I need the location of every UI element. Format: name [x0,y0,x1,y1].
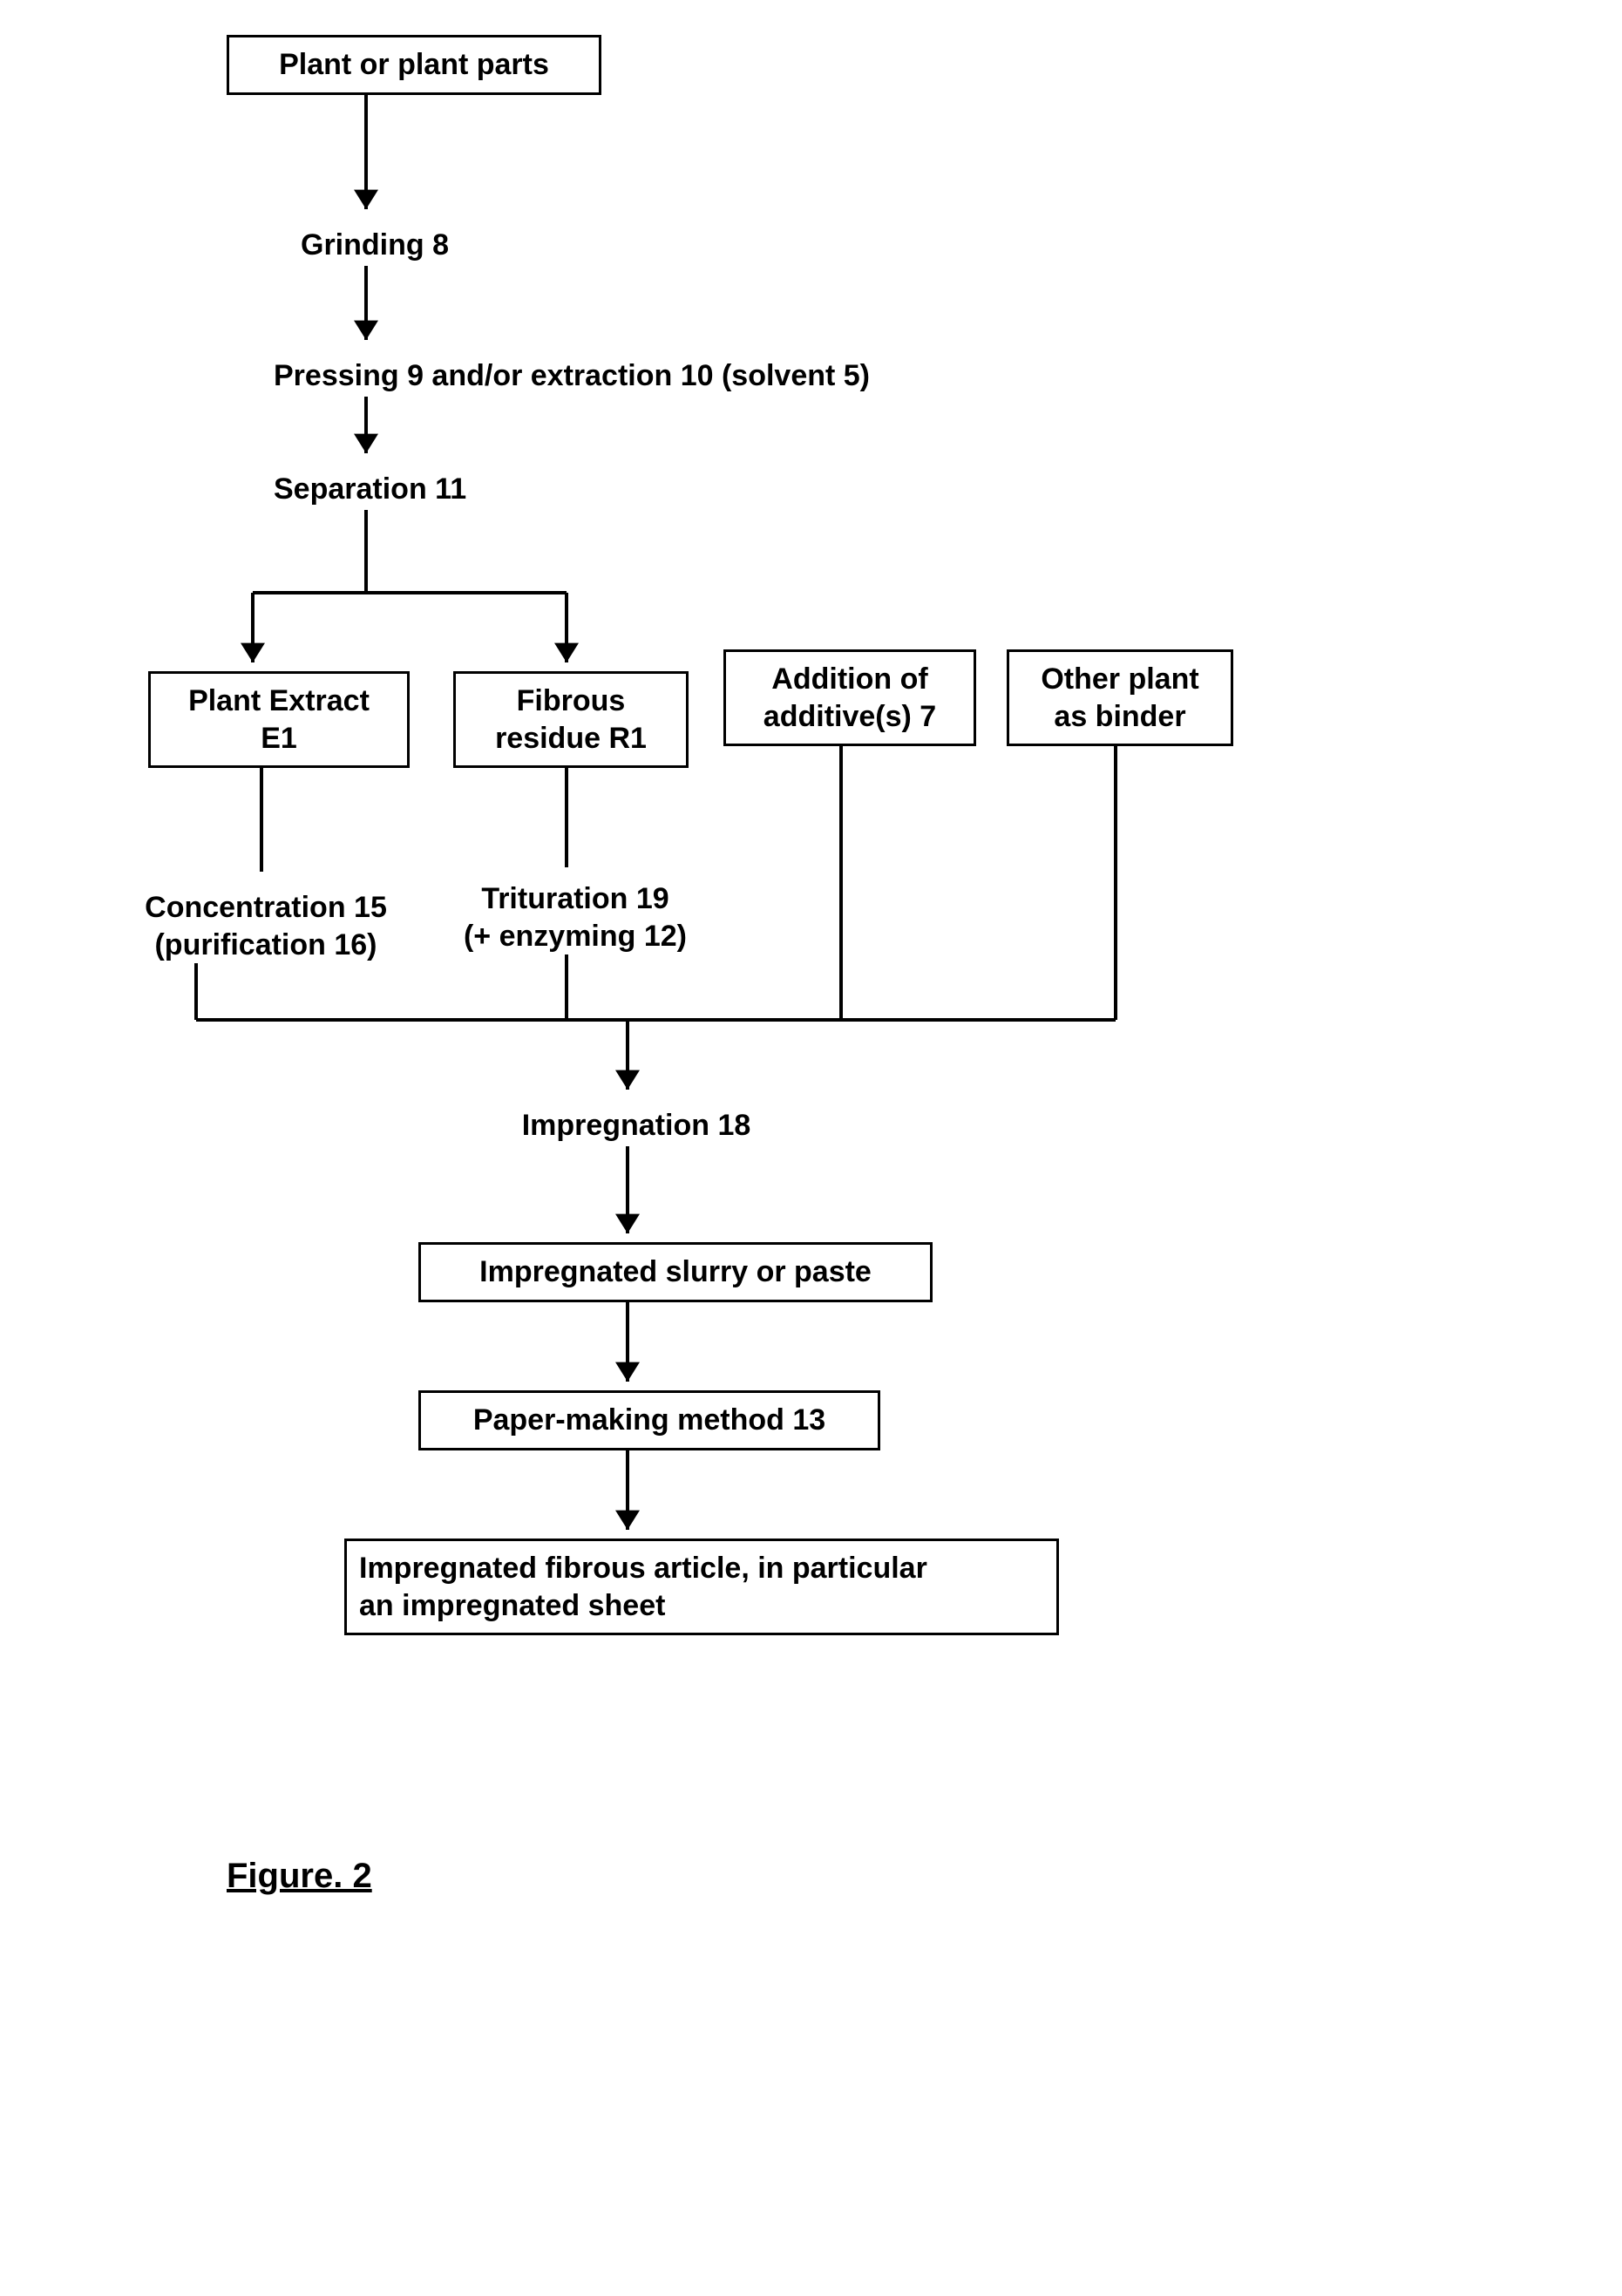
node-residue: Fibrous residue R1 [453,671,689,768]
node-binder: Other plant as binder [1007,649,1233,746]
node-slurry: Impregnated slurry or paste [418,1242,933,1302]
node-separation: Separation 11 [261,462,540,517]
node-additives: Addition of additive(s) 7 [723,649,976,746]
node-final: Impregnated fibrous article, in particul… [344,1539,1059,1635]
figure-caption: Figure. 2 [227,1857,372,1896]
node-trituration: Trituration 19 (+ enzyming 12) [418,872,732,963]
node-extract: Plant Extract E1 [148,671,410,768]
node-pressing: Pressing 9 and/or extraction 10 (solvent… [261,349,985,404]
node-grinding: Grinding 8 [261,218,488,273]
node-papermethod: Paper-making method 13 [418,1390,880,1450]
node-start: Plant or plant parts [227,35,601,95]
node-concentration: Concentration 15 (purification 16) [92,880,440,972]
node-impregnation: Impregnation 18 [479,1098,793,1153]
connectors-layer [0,0,1622,2296]
